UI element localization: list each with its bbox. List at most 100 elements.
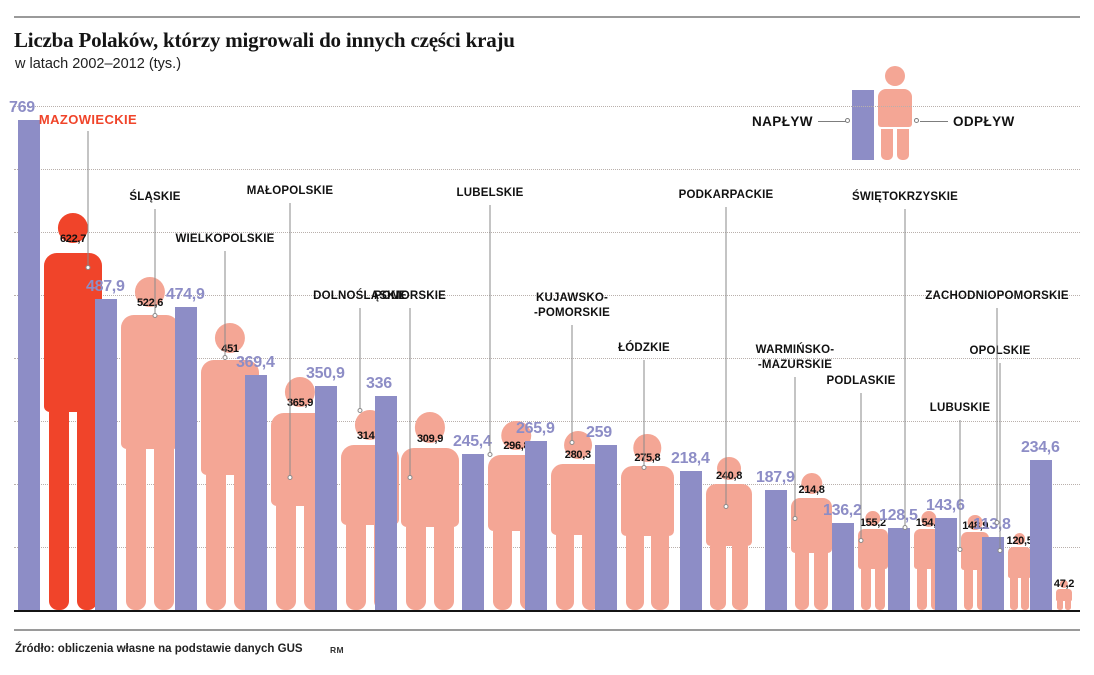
region-label-wielkopolskie: WIELKOPOLSKIE bbox=[175, 232, 274, 247]
inflow-bar-podkarpackie[interactable] bbox=[680, 470, 702, 610]
region-label-opolskie: OPOLSKIE bbox=[969, 344, 1030, 359]
person-head-icon bbox=[57, 213, 89, 244]
leader-dot-zachodniopomorskie bbox=[994, 520, 1000, 525]
region-label-line: WIELKOPOLSKIE bbox=[175, 233, 275, 245]
region-label-mazowieckie: MAZOWIECKIE bbox=[39, 112, 137, 127]
region-label-line: KUJAWSKO- bbox=[535, 292, 609, 304]
region-group-pomorskie[interactable]: 336 309,9 bbox=[366, 105, 459, 610]
person-head-icon bbox=[414, 412, 446, 443]
leader-dot-pomorskie bbox=[407, 475, 413, 480]
gridline bbox=[14, 169, 1080, 170]
leader-dot-swietokrzyskie bbox=[902, 525, 908, 530]
inflow-bar-podlaskie[interactable] bbox=[832, 523, 854, 610]
person-leg-left-icon bbox=[794, 552, 809, 610]
inflow-bar-swietokrzyskie[interactable] bbox=[888, 528, 910, 610]
region-label-line: MAZOWIECKIE bbox=[38, 112, 138, 127]
inflow-bar-slaskie[interactable] bbox=[95, 298, 117, 610]
person-torso-icon bbox=[621, 466, 674, 537]
inflow-value-lodzkie: 259 bbox=[586, 423, 612, 441]
region-label-line: POMORSKIE bbox=[373, 290, 447, 302]
inflow-bar-wielkopolskie[interactable] bbox=[175, 307, 197, 610]
region-label-lubelskie: LUBELSKIE bbox=[457, 186, 524, 201]
leader-line-pomorskie bbox=[409, 308, 411, 475]
region-group-podlaskie[interactable]: 136,2 155,2 bbox=[823, 105, 912, 610]
outflow-value-opolskie: 120,5 bbox=[1006, 535, 1033, 548]
legend-outflow-leader bbox=[920, 121, 948, 122]
region-label-line: -POMORSKIE bbox=[533, 307, 611, 319]
person-leg-left-icon bbox=[346, 524, 366, 610]
region-group-opolskie[interactable]: 113,8 120,5 bbox=[973, 105, 1062, 610]
gridline bbox=[14, 358, 1080, 359]
region-label-line: -MAZURSKIE bbox=[757, 359, 833, 371]
outflow-value-lodzkie: 275,8 bbox=[634, 451, 661, 464]
inflow-bar-lubelskie[interactable] bbox=[462, 453, 484, 610]
person-torso-icon bbox=[1056, 589, 1072, 602]
person-head-icon bbox=[967, 515, 983, 530]
region-group-podkarpackie[interactable]: 218,4 240,8 bbox=[671, 105, 760, 610]
region-group-zachodniopomorskie[interactable]: 234,6 47,2 bbox=[1021, 105, 1094, 610]
legend-person-leg-icon bbox=[881, 129, 893, 160]
page-title: Liczba Polaków, którzy migrowali do inny… bbox=[14, 28, 515, 52]
legend-inflow-leader bbox=[818, 121, 846, 122]
inflow-bar-opolskie[interactable] bbox=[982, 537, 1004, 610]
person-head-icon bbox=[1013, 533, 1026, 546]
person-torso-icon bbox=[706, 484, 753, 546]
legend-outflow-label: ODPŁYW bbox=[953, 114, 1015, 129]
inflow-value-pomorskie: 336 bbox=[366, 374, 392, 392]
person-torso-icon bbox=[1008, 547, 1032, 578]
leader-line-slaskie bbox=[154, 209, 156, 313]
leader-line-mazowieckie bbox=[87, 131, 89, 265]
outflow-value-kujawsko-pomorskie: 280,3 bbox=[564, 449, 591, 462]
region-group-dolnoslaskie[interactable]: 369,4 365,9 bbox=[236, 105, 329, 610]
region-group-mazowieckie[interactable]: 769 622,7 bbox=[9, 99, 102, 610]
leader-line-kujawsko-pomorskie bbox=[571, 325, 573, 440]
leader-line-lubuskie bbox=[959, 420, 961, 547]
person-leg-left-icon bbox=[963, 570, 974, 610]
inflow-bar-lodzkie[interactable] bbox=[595, 444, 617, 610]
inflow-bar-kujawsko-pomorskie[interactable] bbox=[525, 440, 547, 610]
person-head-icon bbox=[563, 431, 592, 460]
leader-dot-lodzkie bbox=[641, 465, 647, 470]
region-group-kujawsko-pomorskie[interactable]: 265,9 280,3 bbox=[516, 105, 605, 610]
outflow-value-podlaskie: 155,2 bbox=[859, 516, 886, 529]
inflow-bar-dolnoslaskie[interactable] bbox=[245, 374, 267, 610]
inflow-bar-warminsko-mazurskie[interactable] bbox=[765, 490, 787, 610]
source-note: Źródło: obliczenia własne na podstawie d… bbox=[15, 643, 303, 655]
inflow-value-wielkopolskie: 474,9 bbox=[166, 286, 205, 304]
person-leg-left-icon bbox=[555, 535, 575, 610]
region-label-swietokrzyskie: ŚWIĘTOKRZYSKIE bbox=[852, 190, 958, 205]
inflow-bar-lubuskie[interactable] bbox=[935, 518, 957, 610]
region-label-slaskie: ŚLĄSKIE bbox=[129, 190, 180, 205]
person-leg-right-icon bbox=[651, 536, 669, 610]
inflow-value-slaskie: 487,9 bbox=[86, 277, 125, 295]
inflow-bar-pomorskie[interactable] bbox=[375, 395, 397, 610]
region-label-line: ZACHODNIOPOMORSKIE bbox=[925, 290, 1069, 302]
region-group-warminsko-mazurskie[interactable]: 187,9 214,8 bbox=[756, 105, 845, 610]
legend-inflow-bar-swatch bbox=[852, 90, 874, 160]
region-group-slaskie[interactable]: 487,9 522,6 bbox=[86, 105, 179, 610]
region-group-lodzkie[interactable]: 259 275,8 bbox=[586, 105, 675, 610]
inflow-bar-malopolskie[interactable] bbox=[315, 386, 337, 610]
person-torso-icon bbox=[44, 253, 102, 412]
person-head-icon bbox=[865, 511, 881, 527]
person-leg-left-icon bbox=[916, 568, 927, 610]
gridline bbox=[14, 106, 1080, 107]
person-leg-left-icon bbox=[625, 536, 644, 610]
gridline bbox=[14, 547, 1080, 548]
person-leg-left-icon bbox=[860, 568, 871, 610]
outflow-value-lubelskie: 296,8 bbox=[503, 440, 530, 453]
inflow-value-podkarpackie: 218,4 bbox=[671, 449, 710, 467]
inflow-bar-zachodniopomorskie[interactable] bbox=[1030, 460, 1052, 610]
inflow-value-malopolskie: 350,9 bbox=[306, 365, 345, 383]
inflow-value-warminsko-mazurskie: 187,9 bbox=[756, 469, 795, 487]
person-leg-left-icon bbox=[710, 545, 726, 610]
person-leg-right-icon bbox=[154, 448, 174, 610]
region-label-line: PODKARPACKIE bbox=[678, 189, 774, 201]
person-head-icon bbox=[134, 276, 166, 307]
inflow-value-kujawsko-pomorskie: 265,9 bbox=[516, 419, 555, 437]
outflow-value-mazowieckie: 622,7 bbox=[59, 233, 87, 246]
leader-dot-dolnoslaskie bbox=[357, 408, 363, 413]
inflow-value-lubuskie: 143,6 bbox=[926, 497, 965, 515]
inflow-bar-mazowieckie[interactable] bbox=[18, 119, 40, 610]
person-torso-icon bbox=[791, 497, 833, 553]
